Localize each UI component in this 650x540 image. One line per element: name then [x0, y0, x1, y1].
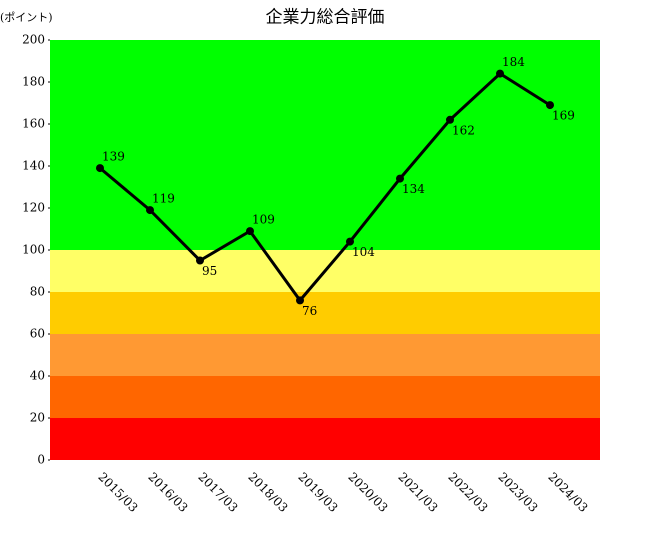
- y-tick-label: 40: [30, 369, 45, 383]
- data-label: 95: [202, 264, 217, 278]
- x-tick-label: 2015/03: [95, 470, 140, 515]
- point: [246, 227, 254, 236]
- data-label: 119: [152, 192, 175, 206]
- x-tick-label: 2020/03: [345, 470, 390, 515]
- x-tick-label: 2019/03: [295, 470, 340, 515]
- point: [496, 69, 504, 78]
- band: [50, 418, 600, 460]
- y-tick-label: 100: [22, 243, 45, 257]
- y-axis-label: (ポイント): [0, 11, 53, 24]
- data-label: 134: [402, 182, 425, 196]
- band: [50, 334, 600, 376]
- y-tick-label: 120: [22, 201, 45, 215]
- y-tick-label: 60: [30, 327, 45, 341]
- point: [96, 164, 104, 173]
- data-label: 162: [452, 123, 475, 137]
- data-label: 76: [302, 304, 317, 318]
- x-tick-label: 2017/03: [195, 470, 240, 515]
- point: [446, 115, 454, 124]
- point: [546, 101, 554, 110]
- line: [99, 71, 551, 303]
- y-tick-label: 200: [22, 33, 45, 47]
- band: [50, 376, 600, 418]
- x-tick-label: 2022/03: [445, 470, 490, 515]
- y-tick-label: 20: [30, 411, 45, 425]
- x-tick-label: 2021/03: [395, 470, 440, 515]
- point: [396, 174, 404, 183]
- chart-title: 企業力総合評価: [266, 8, 385, 28]
- data-label: 104: [352, 245, 375, 259]
- point: [196, 256, 204, 265]
- data-label: 139: [102, 150, 125, 164]
- x-tick-label: 2024/03: [545, 470, 590, 515]
- x-tick-label: 2016/03: [145, 470, 190, 515]
- x-tick-label: 2023/03: [495, 470, 540, 515]
- x-tick-label: 2018/03: [245, 470, 290, 515]
- y-tick-label: 80: [30, 285, 45, 299]
- point: [146, 206, 154, 215]
- data-label: 169: [552, 109, 575, 123]
- point: [296, 296, 304, 305]
- data-label: 109: [252, 213, 275, 227]
- data-label: 184: [502, 55, 525, 69]
- point: [346, 237, 354, 246]
- y-tick-label: 140: [22, 159, 45, 173]
- band: [50, 40, 600, 250]
- y-tick-label: 160: [22, 117, 45, 131]
- y-tick-label: 0: [37, 453, 45, 467]
- band: [50, 292, 600, 334]
- y-tick-label: 180: [22, 75, 45, 89]
